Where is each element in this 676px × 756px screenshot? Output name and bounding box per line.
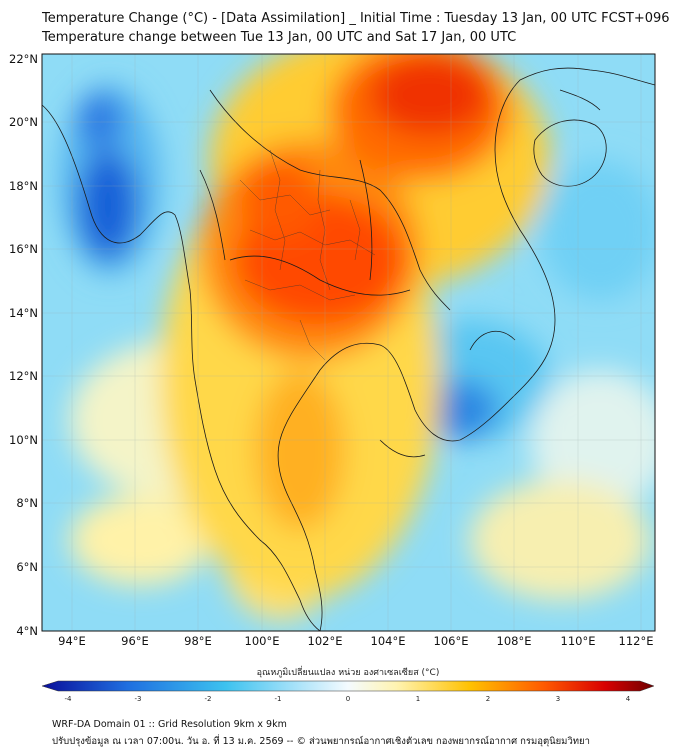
colorbar-tick: 2 — [486, 695, 490, 703]
lon-label: 102°E — [308, 634, 343, 648]
footer-credit: ปรับปรุงข้อมูล ณ เวลา 07:00น. วัน อ. ที่… — [52, 736, 590, 747]
lat-label: 10°N — [9, 433, 38, 447]
colorbar-tick: -2 — [205, 695, 212, 703]
lat-label: 14°N — [9, 306, 38, 320]
colorbar-tick: 4 — [626, 695, 631, 703]
lon-label: 106°E — [434, 634, 469, 648]
footer-model-info: WRF-DA Domain 01 :: Grid Resolution 9km … — [52, 719, 287, 730]
graticule — [42, 54, 655, 631]
lon-label: 104°E — [371, 634, 406, 648]
lat-label: 4°N — [16, 624, 38, 638]
lat-label: 20°N — [9, 115, 38, 129]
colorbar-ticks: -4 -3 -2 -1 0 1 2 3 4 — [65, 695, 631, 703]
lon-label: 100°E — [245, 634, 280, 648]
lat-label: 8°N — [16, 496, 38, 510]
temperature-field — [42, 54, 655, 631]
colorbar-tick: -4 — [65, 695, 73, 703]
province-borders — [239, 149, 376, 361]
lon-label: 98°E — [184, 634, 212, 648]
lat-label: 12°N — [9, 369, 38, 383]
map-subtitle: Temperature change between Tue 13 Jan, 0… — [42, 30, 517, 45]
colorbar — [41, 680, 655, 692]
colorbar-title: อุณหภูมิเปลี่ยนแปลง หน่วย องศาเซลเซียส (… — [257, 665, 440, 678]
lat-label: 22°N — [9, 52, 38, 66]
map-title: Temperature Change (°C) - [Data Assimila… — [42, 11, 670, 26]
colorbar-tick: -1 — [275, 695, 282, 703]
plot-frame — [41, 53, 656, 632]
colorbar-tick: 0 — [346, 695, 350, 703]
colorbar-tick: 3 — [556, 695, 560, 703]
lon-label: 110°E — [561, 634, 596, 648]
lon-label: 94°E — [58, 634, 86, 648]
lon-label: 108°E — [497, 634, 532, 648]
coastlines — [42, 67, 655, 631]
colorbar-tick: 1 — [416, 695, 420, 703]
lat-label: 16°N — [9, 242, 38, 256]
longitude-axis: 94°E 96°E 98°E 100°E 102°E 104°E 106°E 1… — [58, 634, 653, 648]
lon-label: 96°E — [121, 634, 149, 648]
lat-label: 18°N — [9, 179, 38, 193]
colorbar-tick: -3 — [135, 695, 142, 703]
lat-label: 6°N — [16, 560, 38, 574]
latitude-axis: 22°N 20°N 18°N 16°N 14°N 12°N 10°N 8°N 6… — [9, 52, 38, 638]
lon-label: 112°E — [619, 634, 654, 648]
